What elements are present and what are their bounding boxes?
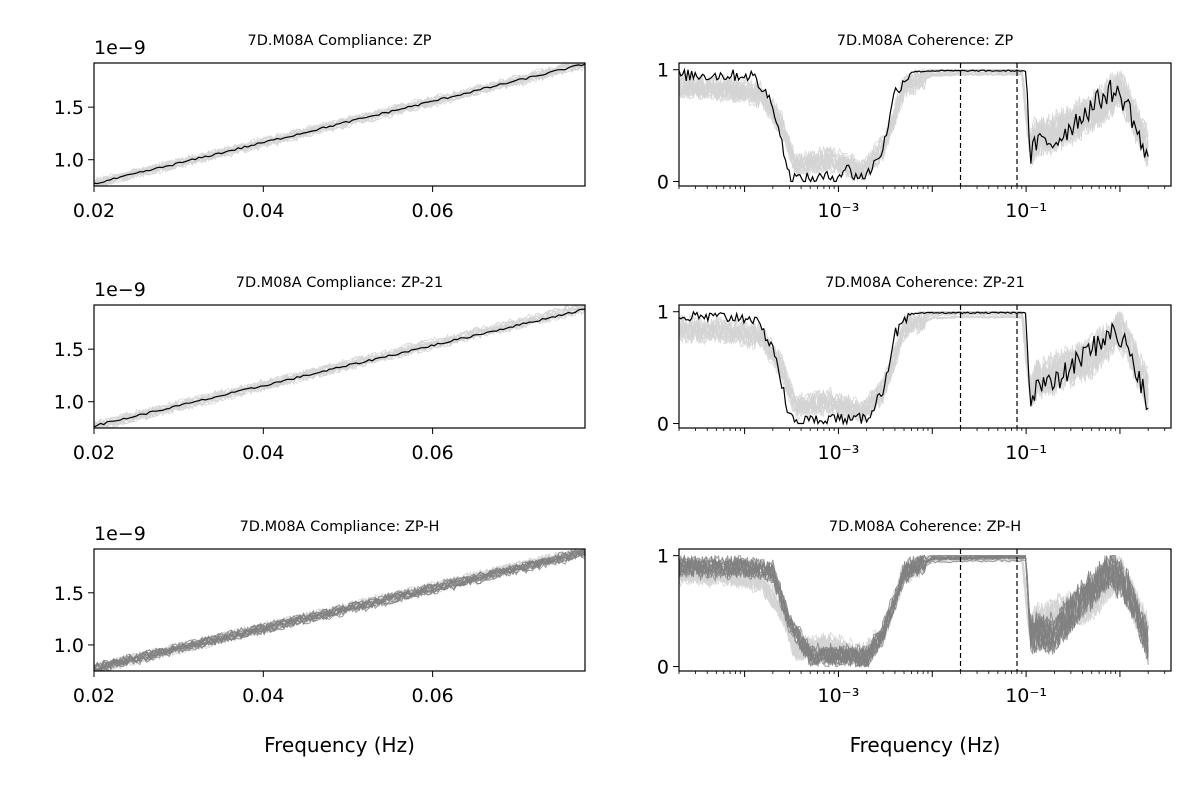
axes-frame xyxy=(93,548,586,672)
y-offset-text: 1e−9 xyxy=(94,279,146,301)
x-tick-label: 0.06 xyxy=(411,685,453,707)
x-tick-label: 10⁻¹ xyxy=(1005,200,1047,222)
y-tick-label: 1.5 xyxy=(54,97,84,119)
subplot-2: 10⁻³ 10⁻¹ 0 1 7D.M08A Coherence: ZP xyxy=(657,33,1172,222)
y-offset-text: 1e−9 xyxy=(94,523,146,545)
x-tick-label: 10⁻³ xyxy=(818,442,860,464)
axes-frame xyxy=(93,304,586,429)
x-tick-label: 10⁻¹ xyxy=(1005,685,1047,707)
individual-curve xyxy=(94,549,585,670)
x-axis-label: Frequency (Hz) xyxy=(264,733,415,757)
x-tick-label: 0.02 xyxy=(73,685,115,707)
subplot-title: 7D.M08A Compliance: ZP-H xyxy=(240,519,440,535)
plot-area xyxy=(94,305,585,428)
x-tick-label: 0.06 xyxy=(411,442,453,464)
subplot-3: 0.02 0.04 0.06 1.0 1.5 1e−9 7D.M08A Compliance… xyxy=(54,275,586,464)
x-tick-label: 10⁻³ xyxy=(818,200,860,222)
y-tick-label: 1 xyxy=(657,302,669,324)
individual-curve xyxy=(679,68,1149,180)
individual-curve xyxy=(679,554,1149,663)
plot-area xyxy=(94,549,585,671)
y-tick-label: 1.0 xyxy=(54,392,84,414)
x-tick-label: 0.02 xyxy=(73,442,115,464)
plot-area xyxy=(679,310,1149,426)
x-tick-label: 10⁻³ xyxy=(818,685,860,707)
y-tick-label: 1.0 xyxy=(54,635,84,657)
mean-curve xyxy=(679,67,1149,183)
y-offset-text: 1e−9 xyxy=(94,37,146,59)
individual-curve xyxy=(94,63,584,186)
mean-curve xyxy=(94,63,585,185)
subplot-4: 10⁻³ 10⁻¹ 0 1 7D.M08A Coherence: ZP-21 xyxy=(657,275,1172,464)
plot-area xyxy=(679,553,1149,669)
axes-frame xyxy=(93,62,586,187)
subplot-title: 7D.M08A Compliance: ZP-21 xyxy=(236,275,443,291)
axes-frame xyxy=(678,304,1172,429)
y-tick-label: 1 xyxy=(657,60,669,82)
plot-area xyxy=(94,63,585,186)
x-tick-label: 10⁻¹ xyxy=(1005,442,1047,464)
individual-curve xyxy=(94,551,585,671)
subplot-title: 7D.M08A Coherence: ZP xyxy=(837,33,1014,49)
x-tick-label: 0.06 xyxy=(411,200,453,222)
y-tick-label: 1.5 xyxy=(54,583,84,605)
x-tick-label: 0.04 xyxy=(242,685,284,707)
x-tick-label: 0.02 xyxy=(73,200,115,222)
x-tick-label: 0.04 xyxy=(242,200,284,222)
subplot-1: 0.02 0.04 0.06 1.0 1.5 1e−9 7D.M08A Compliance… xyxy=(54,33,586,222)
individual-curve xyxy=(679,68,1149,176)
x-tick-label: 0.04 xyxy=(242,442,284,464)
subplot-title: 7D.M08A Compliance: ZP xyxy=(247,33,431,49)
y-tick-label: 1 xyxy=(657,546,669,568)
x-axis-label: Frequency (Hz) xyxy=(850,733,1001,757)
mean-curve xyxy=(679,310,1149,426)
y-tick-label: 0 xyxy=(657,414,669,436)
axes-frame xyxy=(678,548,1172,672)
individual-curve xyxy=(94,307,585,428)
y-tick-label: 0 xyxy=(657,657,669,679)
subplot-title: 7D.M08A Coherence: ZP-21 xyxy=(825,275,1025,291)
plot-area xyxy=(679,67,1149,183)
axes-frame xyxy=(678,62,1172,187)
individual-curve xyxy=(94,63,585,185)
subplot-5: 0.02 0.04 0.06 1.0 1.5 1e−9 7D.M08A Compliance… xyxy=(54,519,586,757)
y-tick-label: 1.0 xyxy=(54,150,84,172)
y-tick-label: 1.5 xyxy=(54,339,84,361)
individual-curve xyxy=(94,63,585,186)
subplot-title: 7D.M08A Coherence: ZP-H xyxy=(829,519,1021,535)
mean-curve xyxy=(94,308,585,428)
y-tick-label: 0 xyxy=(657,172,669,194)
individual-curve xyxy=(679,554,1149,663)
subplot-6: 10⁻³ 10⁻¹ 0 1 7D.M08A Coherence: ZP-H Frequen… xyxy=(657,519,1172,757)
